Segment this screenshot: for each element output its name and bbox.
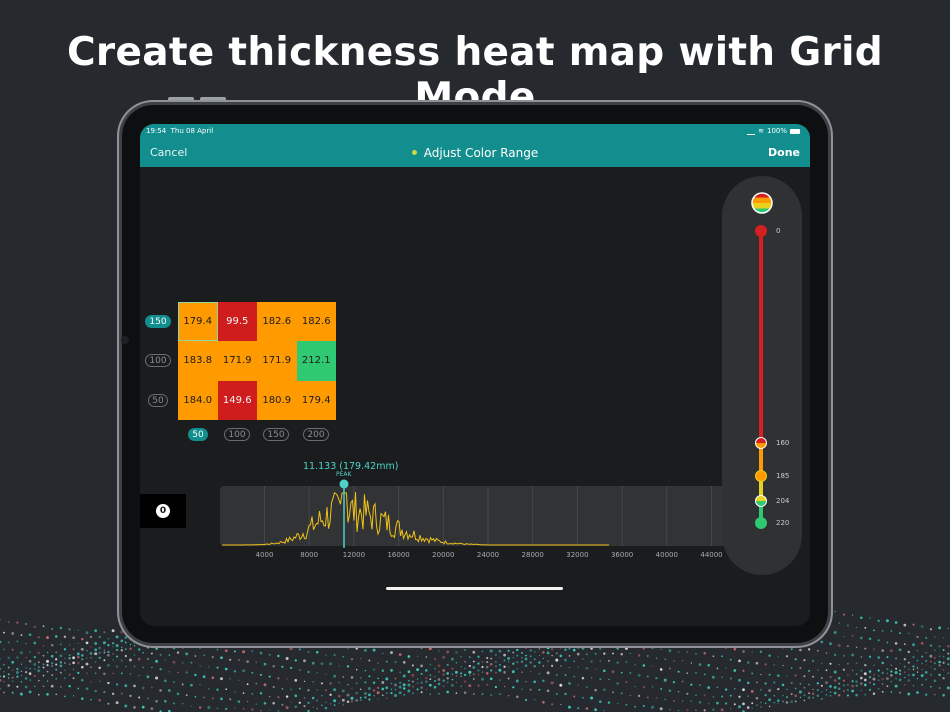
zero-badge[interactable]: 0 bbox=[156, 504, 170, 518]
histogram-x-tick: 36000 bbox=[610, 551, 634, 559]
headline: Create thickness heat map with Grid Mode bbox=[67, 30, 883, 120]
page-title: Adjust Color Range bbox=[140, 146, 810, 160]
histogram-x-tick: 12000 bbox=[342, 551, 366, 559]
grid-cell[interactable]: 149.6 bbox=[217, 380, 257, 420]
volume-down-button bbox=[200, 97, 226, 102]
grid-cell[interactable]: 183.8 bbox=[178, 341, 218, 381]
grid-x-label-100[interactable]: 100 bbox=[224, 428, 250, 441]
grid-cell[interactable]: 179.4 bbox=[178, 302, 218, 342]
histogram-x-tick: 32000 bbox=[566, 551, 589, 559]
grid-cell[interactable]: 179.4 bbox=[296, 380, 336, 420]
range-handle-160[interactable] bbox=[755, 437, 767, 449]
status-dot-icon bbox=[411, 150, 417, 155]
grid-y-label-100[interactable]: 100 bbox=[145, 354, 171, 367]
histogram-x-tick: 28000 bbox=[521, 551, 544, 559]
grid-cell[interactable]: 184.0 bbox=[178, 380, 218, 420]
histogram-svg bbox=[222, 486, 712, 546]
grid-cell[interactable]: 212.1 bbox=[296, 341, 336, 381]
status-indicators: ≋ 100% bbox=[747, 127, 800, 135]
range-handle-204[interactable] bbox=[755, 495, 767, 507]
peak-marker[interactable] bbox=[336, 476, 352, 548]
thickness-heat-map: 179.4 99.5 182.6 182.6 183.8 171.9 171.9… bbox=[178, 302, 336, 420]
range-handle-185[interactable] bbox=[755, 470, 767, 482]
volume-up-button bbox=[168, 97, 194, 102]
cancel-button[interactable]: Cancel bbox=[150, 146, 188, 159]
histogram-chart[interactable] bbox=[220, 486, 730, 546]
range-handle-0[interactable] bbox=[755, 225, 767, 237]
range-track-red bbox=[759, 230, 763, 442]
camera-dot bbox=[121, 336, 129, 344]
histogram-x-tick: 16000 bbox=[387, 551, 410, 559]
grid-x-label-50[interactable]: 50 bbox=[188, 428, 208, 441]
app-screen: 19:54 Thu 08 April ≋ 100% Cancel Adjust … bbox=[140, 124, 810, 626]
zero-badge-box: 0 bbox=[140, 494, 186, 528]
done-button[interactable]: Done bbox=[768, 146, 800, 159]
grid-cell[interactable]: 171.9 bbox=[257, 341, 297, 381]
grid-cell[interactable]: 182.6 bbox=[257, 302, 297, 342]
range-track-green bbox=[759, 501, 763, 523]
range-label: 0 bbox=[776, 227, 781, 235]
grid-y-label-150[interactable]: 150 bbox=[145, 315, 171, 328]
grid-cell[interactable]: 99.5 bbox=[217, 302, 257, 342]
grid-y-label-50[interactable]: 50 bbox=[148, 394, 168, 407]
color-range-icon[interactable] bbox=[751, 192, 773, 214]
signal-icon bbox=[747, 128, 756, 135]
grid-cell[interactable]: 182.6 bbox=[296, 302, 336, 342]
wifi-icon: ≋ bbox=[758, 127, 764, 135]
home-indicator[interactable] bbox=[386, 587, 563, 590]
battery-percent: 100% bbox=[766, 127, 787, 135]
range-label: 160 bbox=[776, 439, 790, 447]
histogram-x-tick: 40000 bbox=[655, 551, 678, 559]
histogram-x-tick: 20000 bbox=[432, 551, 455, 559]
grid-cell[interactable]: 180.9 bbox=[257, 380, 297, 420]
range-track-orange bbox=[759, 442, 763, 476]
histogram-x-tick: 4000 bbox=[255, 551, 274, 559]
battery-icon bbox=[790, 128, 800, 134]
histogram-x-tick: 24000 bbox=[476, 551, 500, 559]
range-label: 220 bbox=[776, 519, 790, 527]
grid-x-label-150[interactable]: 150 bbox=[263, 428, 289, 441]
range-handle-220[interactable] bbox=[755, 517, 767, 529]
grid-cell[interactable]: 171.9 bbox=[217, 341, 257, 381]
range-label: 185 bbox=[776, 472, 790, 480]
peak-value: 11.133 (179.42mm) bbox=[303, 461, 399, 472]
histogram-x-tick: 8000 bbox=[300, 551, 319, 559]
histogram-x-tick: 44000 bbox=[700, 551, 723, 559]
top-bar: 19:54 Thu 08 April ≋ 100% Cancel Adjust … bbox=[140, 124, 810, 167]
status-time: 19:54 Thu 08 April bbox=[146, 127, 214, 135]
grid-x-label-200[interactable]: 200 bbox=[303, 428, 329, 441]
range-track-yellow bbox=[759, 476, 763, 501]
range-label: 204 bbox=[776, 497, 790, 505]
peak-tag: PEAK bbox=[336, 471, 352, 478]
